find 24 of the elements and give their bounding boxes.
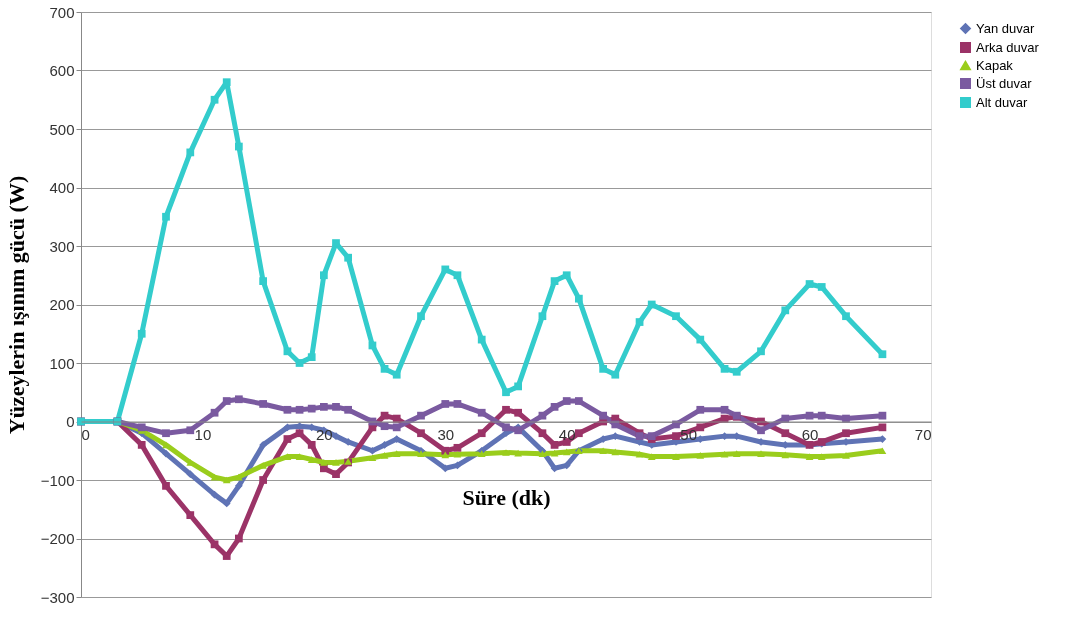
x-tick-label: 60 [801,426,819,443]
y-tick-label: 500 [49,120,75,138]
legend-label: Üst duvar [976,75,1033,91]
x-axis-title: Süre (dk) [462,485,551,510]
y-tick-label: 0 [66,413,75,430]
y-tick-label: −200 [40,530,75,547]
y-tick-label: 400 [49,179,75,196]
legend-label: Arka duvar [976,39,1040,55]
legend-label: Alt duvar [976,94,1028,110]
y-axis-title: Yüzeylerin ışınım gücü (W) [3,175,29,435]
y-tick-label: −300 [40,588,75,606]
y-tick-label: 700 [49,3,75,21]
legend-label: Kapak [976,57,1014,73]
x-tick-label: 30 [437,426,455,443]
y-tick-label: 600 [49,62,75,79]
x-tick-label: 0 [81,426,90,443]
x-tick-label: 50 [680,426,697,443]
y-tick-label: 300 [49,237,75,255]
x-tick-label: 70 [914,426,932,443]
y-tick-label: 200 [49,296,75,313]
y-tick-label: 100 [49,354,75,372]
x-tick-label: 10 [194,426,212,443]
y-tick-label: −100 [40,471,75,489]
legend-label: Yan duvar [976,20,1035,36]
